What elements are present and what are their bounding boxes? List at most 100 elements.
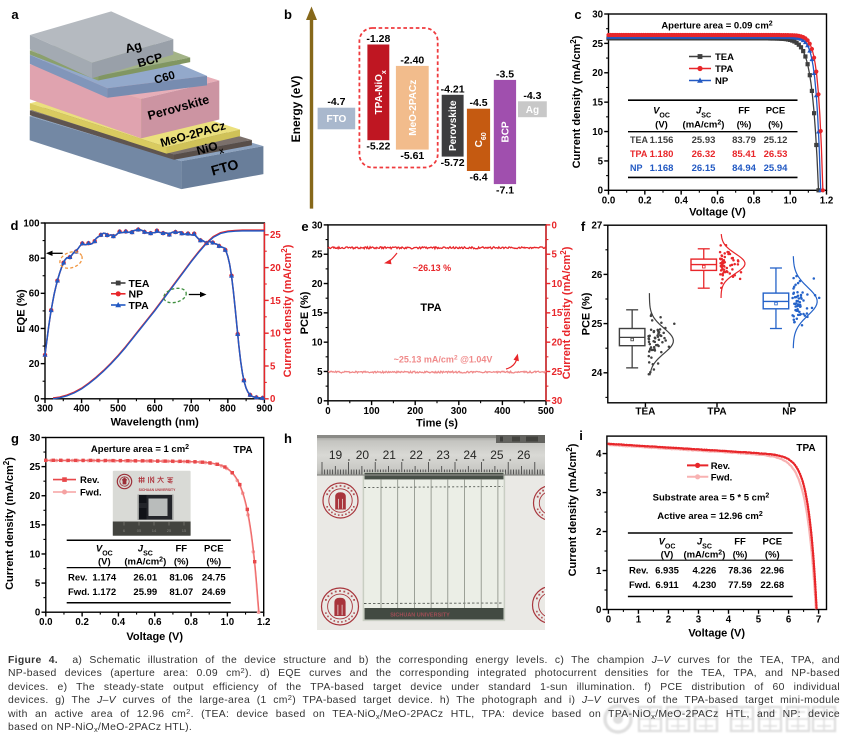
svg-text:800: 800 <box>220 404 236 415</box>
svg-text:-1.28: -1.28 <box>366 33 390 45</box>
svg-text:FF: FF <box>175 544 187 555</box>
svg-text:Fwd.: Fwd. <box>68 587 90 598</box>
svg-text:15: 15 <box>552 308 563 319</box>
svg-text:0.2: 0.2 <box>75 617 88 628</box>
svg-text:Substrate area = 5 * 5 cm2: Substrate area = 5 * 5 cm2 <box>653 492 770 504</box>
svg-text:30: 30 <box>30 433 41 444</box>
svg-text:24.75: 24.75 <box>202 573 226 584</box>
svg-text:Fwd.: Fwd. <box>80 488 102 499</box>
svg-text:20: 20 <box>356 448 370 462</box>
svg-text:400: 400 <box>494 406 510 417</box>
svg-text:FF: FF <box>738 106 750 117</box>
svg-text:3: 3 <box>696 615 702 626</box>
svg-text:25: 25 <box>592 39 603 50</box>
svg-text:PCE (%): PCE (%) <box>299 291 311 334</box>
svg-text:200: 200 <box>407 406 423 417</box>
svg-text:(%): (%) <box>768 120 783 131</box>
svg-text:1.2: 1.2 <box>820 195 833 206</box>
svg-text:-4.5: -4.5 <box>469 97 487 109</box>
svg-text:24.69: 24.69 <box>202 587 226 598</box>
svg-text:5: 5 <box>552 250 558 261</box>
svg-text:500: 500 <box>110 404 126 415</box>
svg-text:TPA-NiOx: TPA-NiOx <box>374 70 388 114</box>
svg-text:6.911: 6.911 <box>655 580 679 591</box>
svg-text:5: 5 <box>598 156 604 167</box>
svg-text:1.168: 1.168 <box>650 163 674 174</box>
svg-text:6: 6 <box>786 615 792 626</box>
svg-text:EQE (%): EQE (%) <box>16 289 28 333</box>
svg-text:g: g <box>11 431 19 446</box>
svg-text:300: 300 <box>37 404 53 415</box>
svg-text:25.12: 25.12 <box>764 135 788 146</box>
svg-text:26.32: 26.32 <box>692 149 716 160</box>
svg-text:(mA/cm2): (mA/cm2) <box>683 549 725 561</box>
svg-text:0: 0 <box>270 394 275 405</box>
svg-text:900: 900 <box>256 404 272 415</box>
svg-text:0.8: 0.8 <box>747 195 761 206</box>
svg-text:20: 20 <box>29 359 40 370</box>
svg-text:0: 0 <box>552 220 557 231</box>
svg-text:81.07: 81.07 <box>169 587 193 598</box>
svg-text:0: 0 <box>34 394 39 405</box>
svg-text:MeO-2PACz: MeO-2PACz <box>408 80 419 136</box>
svg-text:500: 500 <box>538 406 554 417</box>
svg-text:25: 25 <box>30 462 41 473</box>
svg-text:26.15: 26.15 <box>692 163 716 174</box>
svg-text:10: 10 <box>30 549 41 560</box>
svg-text:300: 300 <box>451 406 467 417</box>
svg-text:JSC: JSC <box>697 537 712 551</box>
svg-text:-7.1: -7.1 <box>496 185 514 197</box>
svg-text:PCE: PCE <box>763 537 783 548</box>
svg-text:(%): (%) <box>765 550 780 561</box>
svg-text:25: 25 <box>490 448 504 462</box>
svg-text:(mA/cm2): (mA/cm2) <box>683 119 725 131</box>
svg-text:VOC: VOC <box>96 544 113 558</box>
svg-text:JSC: JSC <box>138 544 153 558</box>
svg-text:24: 24 <box>463 448 477 462</box>
svg-text:1.0: 1.0 <box>783 195 796 206</box>
svg-text:0.0: 0.0 <box>39 617 52 628</box>
svg-text:(%): (%) <box>733 550 748 561</box>
svg-text:TPA: TPA <box>420 302 441 314</box>
svg-text:Rev.: Rev. <box>711 461 730 472</box>
svg-text:6: 6 <box>123 528 126 533</box>
svg-text:1.172: 1.172 <box>92 587 116 598</box>
svg-text:(%): (%) <box>737 120 752 131</box>
svg-text:26: 26 <box>592 270 603 281</box>
svg-text:0: 0 <box>606 615 611 626</box>
svg-text:-4.7: -4.7 <box>327 96 345 108</box>
svg-text:3: 3 <box>596 488 602 499</box>
svg-text:22: 22 <box>410 448 424 462</box>
svg-text:Voltage (V): Voltage (V) <box>126 631 183 643</box>
svg-text:Voltage (V): Voltage (V) <box>688 628 745 640</box>
svg-text:0: 0 <box>317 396 322 407</box>
svg-text:Current density (mA/cm2): Current density (mA/cm2) <box>280 244 295 377</box>
svg-text:30: 30 <box>552 396 563 407</box>
svg-text:FTO: FTO <box>326 114 346 125</box>
svg-text:10: 10 <box>552 279 563 290</box>
svg-text:5: 5 <box>756 615 762 626</box>
svg-text:f: f <box>581 219 586 234</box>
svg-text:100: 100 <box>23 218 39 229</box>
svg-text:21: 21 <box>383 448 397 462</box>
svg-text:~25.13 mA/cm2 @1.04V: ~25.13 mA/cm2 @1.04V <box>394 354 493 365</box>
svg-text:26: 26 <box>517 448 531 462</box>
svg-text:10: 10 <box>312 338 323 349</box>
svg-text:TPA: TPA <box>707 407 726 418</box>
svg-text:19: 19 <box>329 448 343 462</box>
svg-text:77.59: 77.59 <box>728 580 752 591</box>
svg-text:100: 100 <box>364 406 380 417</box>
svg-text:Current density (mA/cm2): Current density (mA/cm2) <box>569 35 584 168</box>
svg-text:TPA: TPA <box>715 64 733 75</box>
svg-text:-4.21: -4.21 <box>441 83 465 95</box>
svg-text:-6.4: -6.4 <box>469 172 487 184</box>
svg-text:Aperture area = 1 cm2: Aperture area = 1 cm2 <box>91 444 189 456</box>
svg-text:25: 25 <box>312 250 323 261</box>
svg-text:e: e <box>301 219 308 234</box>
svg-text:25.99: 25.99 <box>133 587 157 598</box>
svg-text:14: 14 <box>152 528 157 533</box>
svg-text:4: 4 <box>726 615 732 626</box>
svg-text:NP: NP <box>630 163 643 173</box>
svg-text:1.2: 1.2 <box>257 617 270 628</box>
svg-text:TEA: TEA <box>635 407 655 418</box>
